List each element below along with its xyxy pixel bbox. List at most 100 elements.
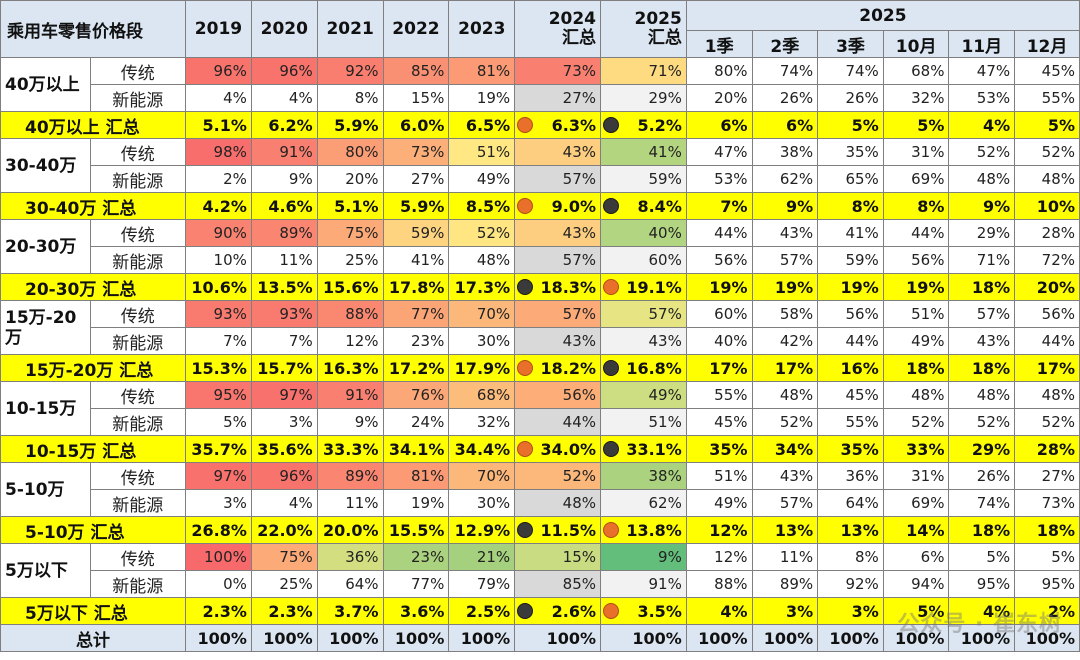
- data-cell: 85%: [514, 570, 602, 598]
- total-cell: 100%: [817, 624, 884, 652]
- period-header: 12月: [1014, 30, 1080, 58]
- segment-name: 40万以上: [0, 57, 91, 112]
- summary-value: 8.4%: [637, 196, 682, 216]
- header-row-2: 1季 2季 3季 10月 11月 12月: [1, 30, 1080, 58]
- data-cell: 7%: [185, 327, 252, 355]
- summary-cell: 33.1%: [600, 435, 687, 463]
- data-cell: 51%: [600, 408, 687, 436]
- data-cell: 41%: [600, 138, 687, 166]
- data-cell: 45%: [685, 408, 753, 436]
- data-cell: 74%: [948, 489, 1016, 517]
- data-cell: 57%: [514, 246, 602, 274]
- year-header: 2021: [316, 0, 384, 58]
- data-cell: 59%: [600, 165, 687, 193]
- data-cell: 11%: [250, 246, 318, 274]
- segment-summary-row: 10-15万 汇总 35.7% 35.6% 33.3% 34.1% 34.4% 34.0% 3…: [0, 435, 1080, 463]
- summary-cell: 12%: [685, 516, 753, 544]
- data-cell: 95%: [185, 381, 252, 409]
- total-cell: 100%: [316, 624, 384, 652]
- data-cell: 41%: [382, 246, 450, 274]
- table-row: 20-30万 传统 90% 89% 75% 59% 52% 43% 40% 44% 43% 41% 44…: [0, 219, 1080, 274]
- indicator-dot-icon: [517, 360, 534, 376]
- data-cell: 30%: [448, 489, 516, 517]
- data-cell: 65%: [817, 165, 884, 193]
- data-cell: 48%: [948, 381, 1016, 409]
- data-cell: 31%: [882, 462, 950, 490]
- powertrain-label: 新能源: [89, 165, 187, 193]
- indicator-dot-icon: [517, 603, 534, 619]
- data-cell: 44%: [685, 219, 753, 247]
- data-cell: 70%: [448, 300, 516, 328]
- data-cell: 57%: [514, 165, 602, 193]
- table-row: 5万以下 传统 100% 75% 36% 23% 21% 15% 9% 12% 11% 8% 6% 5% 5…: [0, 543, 1080, 598]
- summary-cell-content: 18.3%: [516, 277, 600, 297]
- indicator-dot-icon: [603, 279, 620, 295]
- table-row: 10-15万 传统 95% 97% 91% 76% 68% 56% 49% 55% 48% 45% 48…: [0, 381, 1080, 436]
- data-cell: 43%: [514, 327, 602, 355]
- data-cell: 79%: [448, 570, 516, 598]
- summary-cell: 4%: [948, 597, 1016, 625]
- data-cell: 30%: [448, 327, 516, 355]
- summary-value: 18.3%: [540, 277, 597, 297]
- summary-cell: 20.0%: [316, 516, 384, 544]
- data-cell: 57%: [514, 300, 602, 328]
- summary-cell-content: 13.8%: [602, 521, 686, 540]
- data-cell: 48%: [948, 165, 1016, 193]
- summary-cell: 6.0%: [382, 111, 450, 139]
- summary-cell: 13%: [751, 516, 819, 544]
- data-cell: 29%: [948, 219, 1016, 247]
- summary-cell: 15.3%: [185, 354, 252, 382]
- summary-cell: 19%: [751, 273, 819, 301]
- data-cell: 69%: [882, 165, 950, 193]
- data-cell: 57%: [751, 489, 819, 517]
- summary-value: 11.5%: [540, 520, 597, 540]
- data-cell: 26%: [817, 84, 884, 112]
- data-cell: 31%: [882, 138, 950, 166]
- data-cell: 23%: [382, 543, 450, 571]
- data-cell: 73%: [514, 57, 602, 85]
- total-cell: 100%: [948, 624, 1016, 652]
- data-cell: 52%: [948, 408, 1016, 436]
- table-row: 新能源 2% 9% 20% 27% 49% 57% 59% 53% 62% 65% 69% 48% 48%: [1, 165, 1080, 193]
- data-cell: 44%: [882, 219, 950, 247]
- data-cell: 92%: [316, 57, 384, 85]
- summary-cell: 8.5%: [448, 192, 516, 220]
- powertrain-label: 传统: [89, 57, 187, 85]
- data-cell: 80%: [685, 57, 753, 85]
- data-cell: 36%: [817, 462, 884, 490]
- data-cell: 2%: [185, 165, 252, 193]
- summary-cell: 12.9%: [448, 516, 516, 544]
- summary-cell: 3%: [751, 597, 819, 625]
- data-cell: 9%: [316, 408, 384, 436]
- data-cell: 45%: [1014, 57, 1080, 85]
- data-cell: 49%: [600, 381, 687, 409]
- data-cell: 5%: [1014, 543, 1080, 571]
- header-row-1: 乘用车零售价格段 2019 2020 2021 2022 2023 2024 汇总 2025 汇总…: [0, 0, 1080, 58]
- data-cell: 75%: [250, 543, 318, 571]
- summary-cell: 35.6%: [250, 435, 318, 463]
- summary-cell: 8%: [882, 192, 950, 220]
- powertrain-label: 新能源: [89, 327, 187, 355]
- summary-cell: 19%: [685, 273, 753, 301]
- table-row: 5-10万 传统 97% 96% 89% 81% 70% 52% 38% 51% 43% 36% 31%…: [0, 462, 1080, 517]
- summary-cell: 2.6%: [514, 597, 602, 625]
- data-cell: 28%: [1014, 219, 1080, 247]
- data-cell: 11%: [751, 543, 819, 571]
- summary-cell: 28%: [1014, 435, 1080, 463]
- summary-cell: 16.3%: [316, 354, 384, 382]
- summary-cell: 5%: [882, 597, 950, 625]
- summary-cell-content: 8.4%: [602, 196, 686, 216]
- summary-value: 18.2%: [540, 358, 597, 378]
- data-cell: 48%: [751, 381, 819, 409]
- summary-cell: 34.0%: [514, 435, 602, 463]
- data-cell: 57%: [751, 246, 819, 274]
- summary-cell-content: 5.2%: [602, 116, 686, 135]
- summary-cell: 19.1%: [600, 273, 687, 301]
- summary-cell: 18.2%: [514, 354, 602, 382]
- segment-summary-label: 15万-20万 汇总: [0, 354, 187, 382]
- powertrain-label: 传统: [89, 462, 187, 490]
- period-header: 1季: [685, 30, 753, 58]
- summary-year: 2025: [634, 9, 682, 29]
- powertrain-label: 新能源: [89, 84, 187, 112]
- total-cell: 100%: [448, 624, 516, 652]
